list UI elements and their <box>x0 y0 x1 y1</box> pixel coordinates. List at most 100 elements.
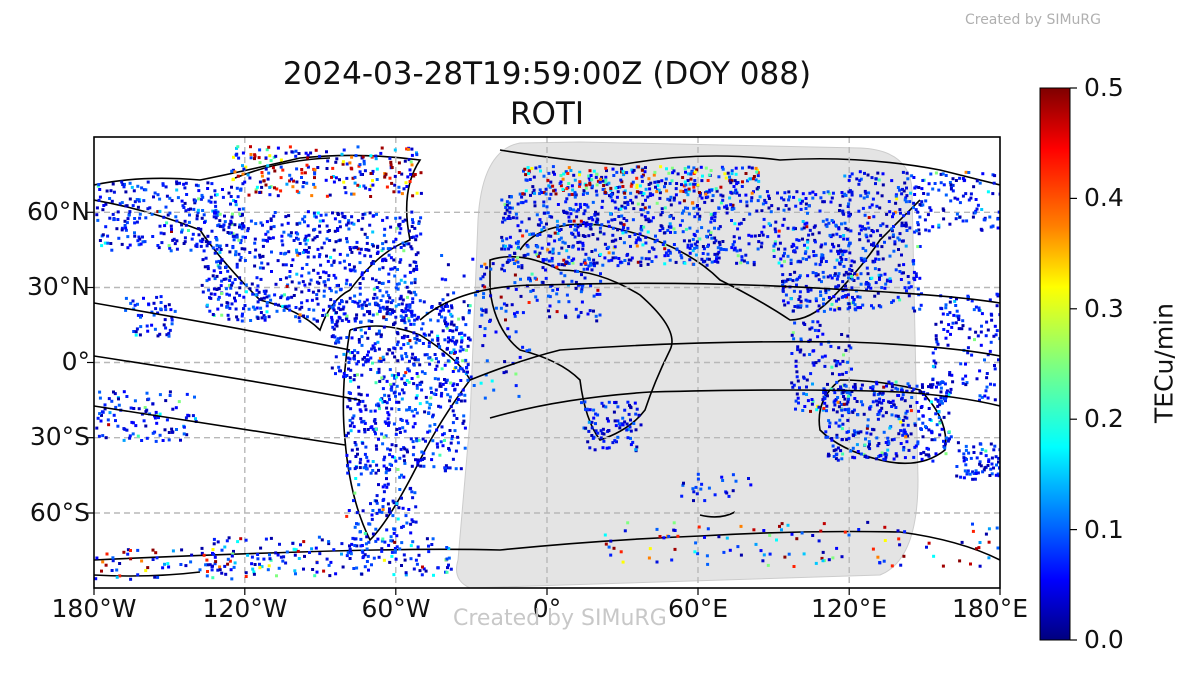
roti-point <box>355 447 359 451</box>
roti-point <box>428 362 432 366</box>
roti-point <box>946 343 950 347</box>
roti-point <box>385 185 389 189</box>
roti-point <box>358 251 362 255</box>
roti-point <box>308 551 311 554</box>
roti-point <box>201 195 205 199</box>
roti-point <box>859 387 863 391</box>
roti-point <box>840 408 844 412</box>
roti-point <box>267 145 271 149</box>
roti-point <box>390 385 394 389</box>
roti-point <box>104 436 108 440</box>
roti-point <box>443 439 446 442</box>
roti-point <box>780 522 784 526</box>
roti-point <box>262 557 266 561</box>
roti-point <box>315 293 319 297</box>
roti-point <box>868 442 871 446</box>
roti-point <box>346 471 350 475</box>
roti-point <box>331 175 335 178</box>
roti-point <box>567 300 571 304</box>
roti-point <box>567 182 571 185</box>
roti-point <box>356 360 360 364</box>
roti-point <box>933 182 937 185</box>
roti-point <box>987 527 991 531</box>
roti-point <box>738 236 741 240</box>
roti-point <box>259 546 263 550</box>
roti-point <box>972 451 976 454</box>
roti-point <box>324 178 328 182</box>
roti-point <box>404 371 408 375</box>
roti-point <box>303 554 306 558</box>
roti-point <box>900 253 903 257</box>
roti-point <box>392 190 396 194</box>
roti-point <box>110 199 114 203</box>
roti-point <box>633 401 637 405</box>
roti-point <box>852 301 855 304</box>
roti-point <box>211 313 215 316</box>
roti-point <box>168 196 172 200</box>
roti-point <box>348 398 352 402</box>
roti-point <box>374 157 378 161</box>
roti-point <box>711 194 715 198</box>
roti-point <box>558 182 562 185</box>
roti-point <box>383 540 387 544</box>
roti-point <box>754 178 758 182</box>
roti-point <box>915 401 919 404</box>
roti-point <box>745 204 749 208</box>
roti-point <box>946 439 950 443</box>
roti-point <box>361 399 365 403</box>
roti-point <box>710 216 714 220</box>
roti-point <box>696 552 700 556</box>
roti-point <box>519 294 523 298</box>
roti-point <box>586 267 589 271</box>
roti-point <box>966 469 970 473</box>
roti-point <box>591 218 595 222</box>
roti-point <box>637 413 641 417</box>
roti-point <box>415 439 419 443</box>
roti-point <box>500 247 504 251</box>
roti-point <box>715 257 718 261</box>
roti-point <box>295 272 299 276</box>
roti-point <box>735 261 739 265</box>
roti-point <box>416 545 420 549</box>
roti-point <box>943 397 947 401</box>
roti-point <box>461 317 465 321</box>
roti-point <box>334 290 338 294</box>
roti-point <box>369 154 373 158</box>
roti-point <box>357 483 361 487</box>
roti-point <box>727 494 731 498</box>
roti-point <box>521 345 525 349</box>
roti-point <box>361 155 365 159</box>
roti-point <box>869 286 873 290</box>
roti-point <box>850 390 854 393</box>
roti-point <box>861 206 865 210</box>
roti-point <box>407 158 411 162</box>
roti-point <box>651 193 655 197</box>
roti-point <box>944 174 948 177</box>
roti-point <box>503 269 506 273</box>
roti-point <box>418 569 422 573</box>
roti-point <box>220 313 224 317</box>
roti-point <box>841 209 845 213</box>
roti-point <box>410 377 414 380</box>
roti-point <box>218 244 222 248</box>
roti-point <box>128 210 132 214</box>
roti-point <box>450 306 454 310</box>
roti-point <box>225 301 229 305</box>
roti-point <box>944 452 948 456</box>
roti-point <box>839 255 843 259</box>
roti-point <box>447 547 451 550</box>
roti-point <box>990 318 994 322</box>
roti-point <box>255 276 259 280</box>
roti-point <box>993 398 997 402</box>
roti-point <box>297 316 301 320</box>
roti-point <box>962 459 966 463</box>
roti-point <box>888 426 892 430</box>
roti-point <box>866 418 870 422</box>
roti-point <box>616 435 620 439</box>
roti-point <box>578 184 581 188</box>
roti-point <box>951 321 955 325</box>
roti-point <box>802 392 806 396</box>
roti-point <box>411 297 415 301</box>
coastlines <box>94 149 1000 577</box>
roti-point <box>576 270 580 273</box>
